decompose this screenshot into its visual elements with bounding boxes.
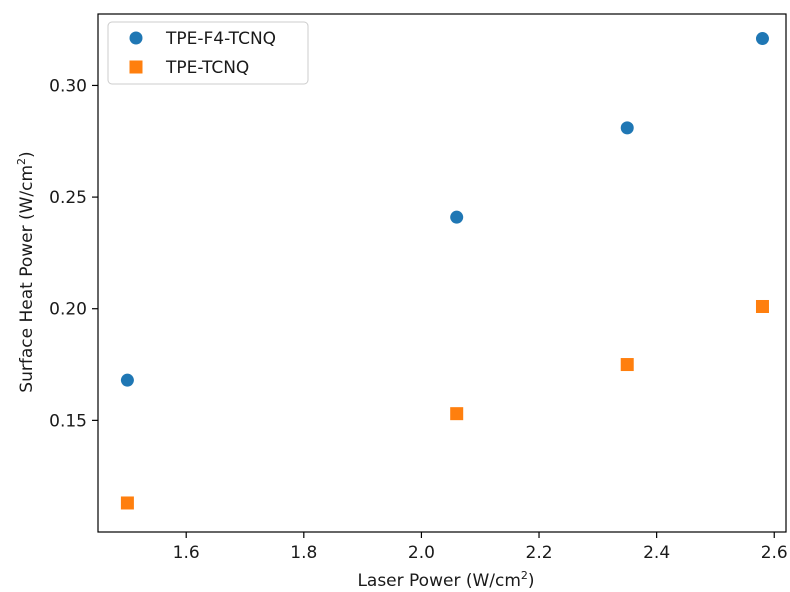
- y-tick-label: 0.15: [49, 411, 87, 431]
- x-tick-label: 1.8: [290, 543, 317, 563]
- data-point-circle: [620, 121, 634, 135]
- data-points: [120, 32, 769, 510]
- x-tick-label: 1.6: [173, 543, 200, 563]
- legend-label-tpe-tcnq: TPE-TCNQ: [165, 58, 249, 78]
- y-tick-label: 0.20: [49, 300, 87, 320]
- y-tick-label: 0.25: [49, 188, 87, 208]
- legend-marker-tpe-f4-tcnq: [129, 31, 143, 45]
- y-axis-title: Surface Heat Power (W/cm2): [15, 151, 37, 392]
- legend-label-tpe-f4-tcnq: TPE-F4-TCNQ: [165, 29, 276, 49]
- data-point-square: [620, 358, 634, 372]
- data-point-circle: [120, 373, 134, 387]
- legend: TPE-F4-TCNQ TPE-TCNQ: [107, 21, 309, 85]
- x-tick-label: 2.6: [761, 543, 788, 563]
- y-tick-label: 0.30: [49, 76, 87, 96]
- x-tick-label: 2.0: [408, 543, 435, 563]
- plot-frame: [97, 13, 787, 533]
- legend-box: [107, 21, 309, 85]
- x-axis-title: Laser Power (W/cm2): [357, 569, 534, 591]
- data-point-circle: [755, 32, 769, 46]
- data-point-square: [755, 299, 769, 313]
- data-point-square: [120, 496, 134, 510]
- y-axis-ticks: 0.15 0.20 0.25 0.30: [49, 76, 98, 431]
- x-axis-ticks: 1.6 1.8 2.0 2.2 2.4 2.6: [173, 532, 788, 563]
- x-tick-label: 2.2: [526, 543, 553, 563]
- data-point-square: [450, 407, 464, 421]
- x-tick-label: 2.4: [643, 543, 670, 563]
- legend-marker-tpe-tcnq: [129, 60, 143, 74]
- data-point-circle: [450, 210, 464, 224]
